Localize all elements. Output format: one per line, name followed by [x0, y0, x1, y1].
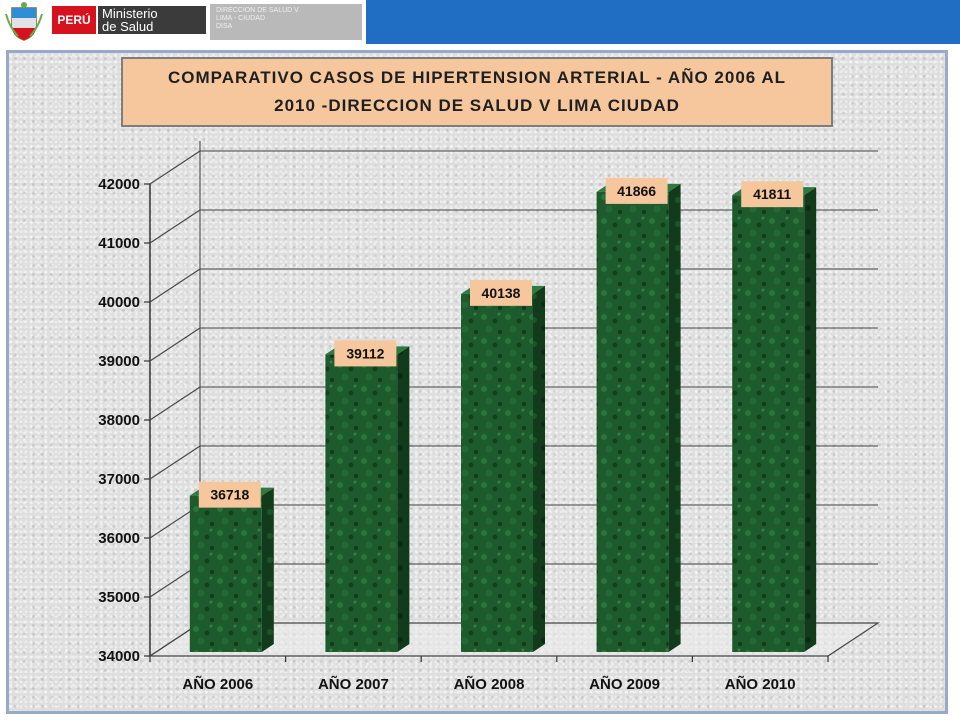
- bar-side: [397, 346, 410, 652]
- ministry-line-1: Ministerio: [102, 6, 158, 21]
- bar: [461, 293, 533, 652]
- data-label-box: [334, 340, 397, 367]
- data-label-box: [605, 177, 668, 204]
- y-tick-label: 34000: [98, 648, 140, 665]
- grid-depth-line: [149, 209, 201, 244]
- data-label: 39112: [346, 345, 384, 361]
- plot-labels: 34000 35000 36000 37000 38000 39000 40000 41000…: [98, 176, 804, 693]
- directorate-line-3: DISA: [216, 23, 233, 30]
- y-tick-label: 42000: [98, 176, 140, 193]
- directorate-line-1: DIRECCION DE SALUD V: [216, 7, 299, 14]
- y-tick-label: 41000: [98, 235, 140, 252]
- bar: [732, 195, 805, 652]
- bar: [325, 354, 398, 652]
- bar-side: [261, 487, 274, 652]
- chart-title: COMPARATIVO CASOS DE HIPERTENSION ARTERI…: [121, 57, 833, 127]
- ministry-name: Ministerio de Salud: [98, 6, 206, 34]
- grid-depth-line: [149, 150, 201, 185]
- plot-bars: [189, 183, 817, 652]
- data-label: 40138: [482, 285, 521, 301]
- bar: [189, 495, 262, 652]
- directorate-line-2: LIMA - CIUDAD: [216, 15, 266, 22]
- grid-depth-line: [149, 268, 201, 303]
- y-tick-label: 38000: [98, 412, 140, 429]
- x-tick-label: AÑO 2008: [454, 675, 525, 693]
- x-tick-label: AÑO 2007: [318, 675, 389, 693]
- y-tick-label: 39000: [98, 353, 140, 370]
- grid-depth-line: [149, 445, 201, 480]
- ministry-line-2: de Salud: [102, 19, 154, 34]
- bar-side: [668, 183, 681, 652]
- country-tag: PERÚ: [52, 6, 96, 34]
- data-label: 41811: [753, 186, 791, 202]
- grid-depth-line: [149, 386, 201, 421]
- x-tick-label: AÑO 2009: [589, 675, 660, 693]
- x-tick-label: AÑO 2010: [725, 675, 796, 693]
- data-label: 36718: [210, 487, 249, 503]
- coat-of-arms-icon: [5, 2, 43, 41]
- data-label-box: [198, 481, 261, 508]
- x-tick-label: AÑO 2006: [182, 675, 253, 693]
- y-tick-label: 37000: [98, 471, 140, 488]
- bar-side: [533, 285, 545, 652]
- y-tick-label: 36000: [98, 530, 140, 547]
- directorate-name: DIRECCION DE SALUD V LIMA - CIUDAD DISA: [210, 4, 362, 40]
- grid-depth-line: [149, 327, 201, 362]
- data-label-box: [741, 181, 804, 208]
- data-label: 41866: [617, 183, 656, 199]
- y-tick-label: 40000: [98, 294, 140, 311]
- data-label-box: [470, 279, 532, 306]
- bar-side: [804, 187, 817, 652]
- bar: [596, 191, 669, 652]
- y-tick-label: 35000: [98, 589, 140, 606]
